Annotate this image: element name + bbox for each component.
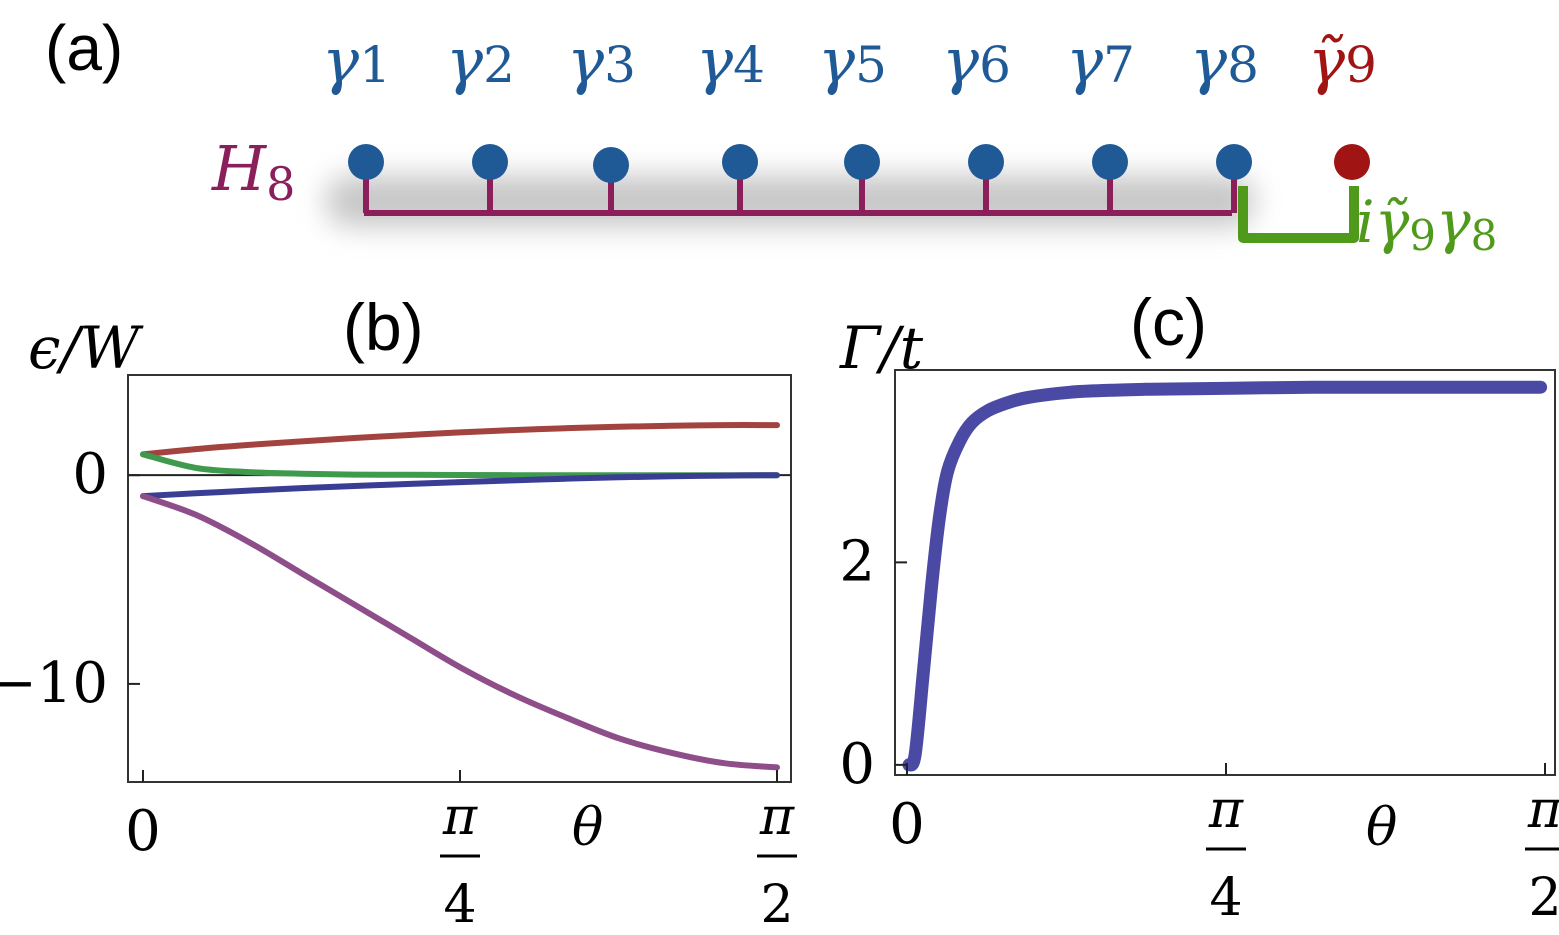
site-dot-1 bbox=[348, 144, 384, 180]
panel-c-xlabel: θ bbox=[1366, 798, 1397, 858]
panel-c-plot bbox=[902, 380, 1548, 772]
site-dot-6 bbox=[968, 144, 1004, 180]
x-tick-denominator: 2 bbox=[1528, 868, 1559, 928]
site-symbol: γ bbox=[1066, 24, 1104, 97]
series-line-2 bbox=[140, 451, 780, 479]
site-label-5: γ5 bbox=[818, 24, 887, 97]
coupling-first: γ̃ bbox=[1375, 188, 1410, 256]
chain-shadow bbox=[325, 175, 1255, 227]
y-tick-label: −10 bbox=[0, 651, 108, 716]
panel-a: (a) γ1 γ2 γ3 γ4 γ5 γ6 γ7 γ8 γ̃9 H8 iγ̃9γ8 bbox=[45, 12, 1497, 260]
y-tick-label: 0 bbox=[72, 442, 108, 507]
site-subscript: 4 bbox=[733, 36, 765, 94]
panel-b-frame bbox=[127, 374, 792, 783]
site-label-3: γ3 bbox=[567, 24, 636, 97]
x-tick-denominator: 4 bbox=[443, 875, 476, 935]
chain bbox=[348, 144, 1370, 216]
panel-b: (b) ϵ/W 0 π 4 π 2 0 −10 θ bbox=[0, 290, 797, 935]
coupling-second-sub: 8 bbox=[1471, 211, 1498, 260]
x-tick-numerator: π bbox=[1527, 780, 1559, 840]
panel-b-xlabel: θ bbox=[572, 798, 603, 858]
x-tick-denominator: 4 bbox=[1209, 868, 1242, 928]
site-symbol: γ bbox=[322, 24, 360, 97]
coupling-first-sub: 9 bbox=[1409, 211, 1436, 260]
hamiltonian-symbol: H bbox=[211, 132, 268, 205]
site-label-6: γ6 bbox=[942, 24, 1011, 97]
panel-c-label: (c) bbox=[1130, 285, 1207, 359]
site-dot-4 bbox=[722, 144, 758, 180]
site-dot-5 bbox=[844, 144, 880, 180]
site-symbol: γ bbox=[446, 24, 484, 97]
site-subscript: 3 bbox=[604, 36, 636, 94]
site-dot-2 bbox=[472, 144, 508, 180]
coupling-second: γ bbox=[1436, 188, 1471, 256]
site-subscript: 2 bbox=[483, 36, 515, 94]
site-subscript: 7 bbox=[1103, 36, 1135, 94]
site-subscript: 8 bbox=[1227, 36, 1259, 94]
site-label-9: γ̃9 bbox=[1308, 24, 1377, 97]
x-tick-denominator: 2 bbox=[760, 875, 793, 935]
panel-c: (c) Γ/t 0 π 4 π 2 0 2 θ bbox=[839, 285, 1559, 928]
site-subscript: 1 bbox=[359, 36, 391, 94]
site-symbol: γ̃ bbox=[1308, 24, 1346, 97]
site-dot-9 bbox=[1334, 144, 1370, 180]
site-dot-8 bbox=[1216, 144, 1252, 180]
panel-b-label: (b) bbox=[343, 290, 424, 364]
site-label-4: γ4 bbox=[696, 24, 765, 97]
site-symbol: γ bbox=[818, 24, 856, 97]
coupling-bracket bbox=[1238, 186, 1359, 243]
panel-b-plot bbox=[128, 422, 791, 771]
site-label-7: γ7 bbox=[1066, 24, 1135, 97]
x-tick-numerator: π bbox=[1208, 780, 1244, 840]
coupling-i: i bbox=[1356, 188, 1375, 256]
hamiltonian-subscript: 8 bbox=[266, 157, 295, 211]
site-label-1: γ1 bbox=[322, 24, 391, 97]
panel-b-ylabel: ϵ/W bbox=[28, 314, 144, 382]
site-symbol: γ bbox=[942, 24, 980, 97]
x-tick-label: 0 bbox=[125, 799, 161, 864]
x-tick-numerator: π bbox=[759, 787, 795, 847]
site-subscript: 5 bbox=[855, 36, 887, 94]
y-tick-label: 0 bbox=[839, 732, 875, 797]
site-symbol: γ bbox=[567, 24, 605, 97]
panel-a-label: (a) bbox=[45, 12, 123, 84]
x-tick-numerator: π bbox=[442, 787, 478, 847]
x-tick-label: 0 bbox=[889, 792, 925, 857]
site-symbol: γ bbox=[1190, 24, 1228, 97]
site-dot-3 bbox=[593, 147, 629, 183]
series-line-4 bbox=[140, 493, 780, 771]
series-line-3 bbox=[140, 472, 780, 500]
hamiltonian-label: H8 bbox=[211, 132, 295, 211]
site-labels: γ1 γ2 γ3 γ4 γ5 γ6 γ7 γ8 γ̃9 bbox=[322, 24, 1377, 97]
series-line-1 bbox=[140, 422, 780, 458]
site-dot-7 bbox=[1092, 144, 1128, 180]
y-tick-label: 2 bbox=[839, 529, 875, 594]
panel-c-ticks: 0 π 4 π 2 0 2 bbox=[839, 529, 1559, 928]
panel-b-ticks: 0 π 4 π 2 0 −10 bbox=[0, 442, 797, 935]
site-symbol: γ bbox=[696, 24, 734, 97]
site-label-2: γ2 bbox=[446, 24, 515, 97]
site-subscript: 9 bbox=[1345, 36, 1377, 94]
panel-c-ylabel: Γ/t bbox=[839, 314, 924, 382]
site-label-8: γ8 bbox=[1190, 24, 1259, 97]
series-line-1 bbox=[902, 380, 1548, 772]
coupling-label: iγ̃9γ8 bbox=[1356, 188, 1497, 260]
panel-c-frame bbox=[894, 369, 1556, 776]
site-subscript: 6 bbox=[979, 36, 1011, 94]
